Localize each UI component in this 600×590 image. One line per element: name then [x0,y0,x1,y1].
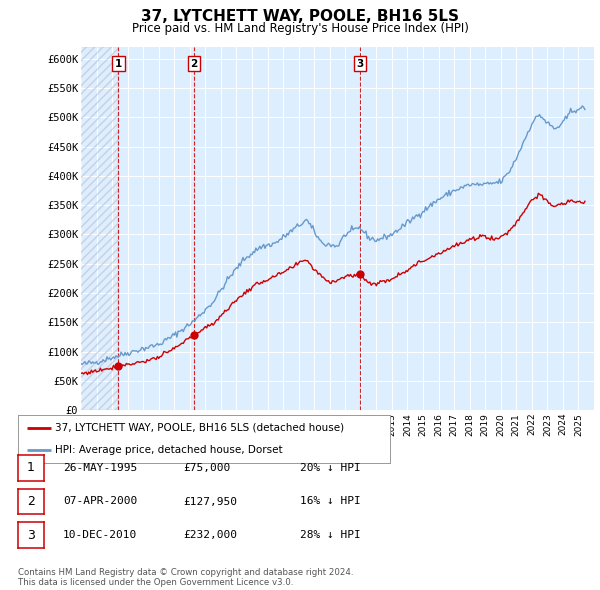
Text: Contains HM Land Registry data © Crown copyright and database right 2024.
This d: Contains HM Land Registry data © Crown c… [18,568,353,587]
Text: £75,000: £75,000 [183,463,230,473]
Text: 2: 2 [27,495,35,508]
Text: 37, LYTCHETT WAY, POOLE, BH16 5LS (detached house): 37, LYTCHETT WAY, POOLE, BH16 5LS (detac… [55,423,344,433]
Text: 1: 1 [115,58,122,68]
Text: 20% ↓ HPI: 20% ↓ HPI [300,463,361,473]
Text: 28% ↓ HPI: 28% ↓ HPI [300,530,361,540]
Text: 3: 3 [27,529,35,542]
Text: 07-APR-2000: 07-APR-2000 [63,497,137,506]
Text: 16% ↓ HPI: 16% ↓ HPI [300,497,361,506]
Text: HPI: Average price, detached house, Dorset: HPI: Average price, detached house, Dors… [55,445,283,455]
Text: 37, LYTCHETT WAY, POOLE, BH16 5LS: 37, LYTCHETT WAY, POOLE, BH16 5LS [141,9,459,24]
Text: 1: 1 [27,461,35,474]
Text: £127,950: £127,950 [183,497,237,506]
Text: 10-DEC-2010: 10-DEC-2010 [63,530,137,540]
Text: 3: 3 [356,58,364,68]
Text: Price paid vs. HM Land Registry's House Price Index (HPI): Price paid vs. HM Land Registry's House … [131,22,469,35]
Text: £232,000: £232,000 [183,530,237,540]
Text: 26-MAY-1995: 26-MAY-1995 [63,463,137,473]
Text: 2: 2 [190,58,197,68]
